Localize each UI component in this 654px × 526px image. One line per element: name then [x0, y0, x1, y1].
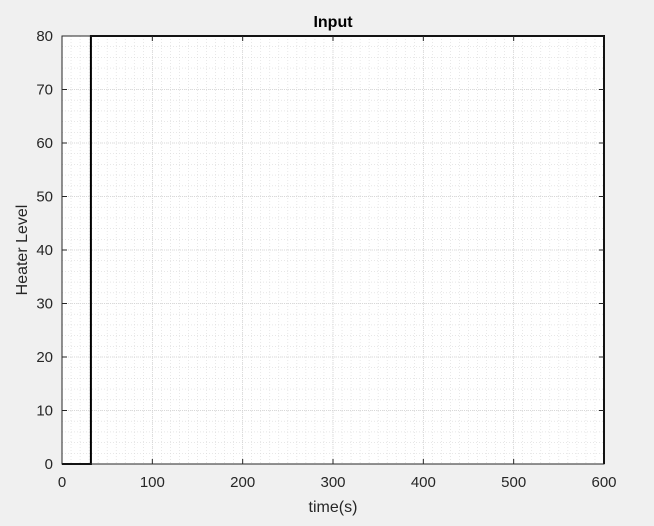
y-tick-label: 30: [36, 296, 53, 313]
x-tick-label: 300: [320, 474, 345, 491]
x-tick-label: 200: [230, 474, 255, 491]
x-tick-label: 100: [140, 474, 165, 491]
x-tick-label: 600: [591, 474, 616, 491]
y-tick-label: 60: [36, 135, 53, 152]
y-tick-label: 0: [45, 456, 53, 473]
y-tick-label: 70: [36, 82, 53, 99]
chart-title: Input: [313, 14, 353, 31]
y-tick-label: 10: [36, 403, 53, 420]
x-axis-label: time(s): [309, 499, 358, 516]
y-tick-label: 80: [36, 28, 53, 45]
y-tick-label: 40: [36, 242, 53, 259]
x-tick-label: 0: [58, 474, 66, 491]
y-axis-label: Heater Level: [14, 205, 31, 296]
y-tick-label: 50: [36, 189, 53, 206]
x-ticks: 0 100 200 300 400 500 600: [58, 36, 617, 491]
x-tick-label: 400: [411, 474, 436, 491]
y-tick-label: 20: [36, 349, 53, 366]
x-tick-label: 500: [501, 474, 526, 491]
y-ticks: 0 10 20 30 40 50 60 70 80: [36, 28, 604, 473]
